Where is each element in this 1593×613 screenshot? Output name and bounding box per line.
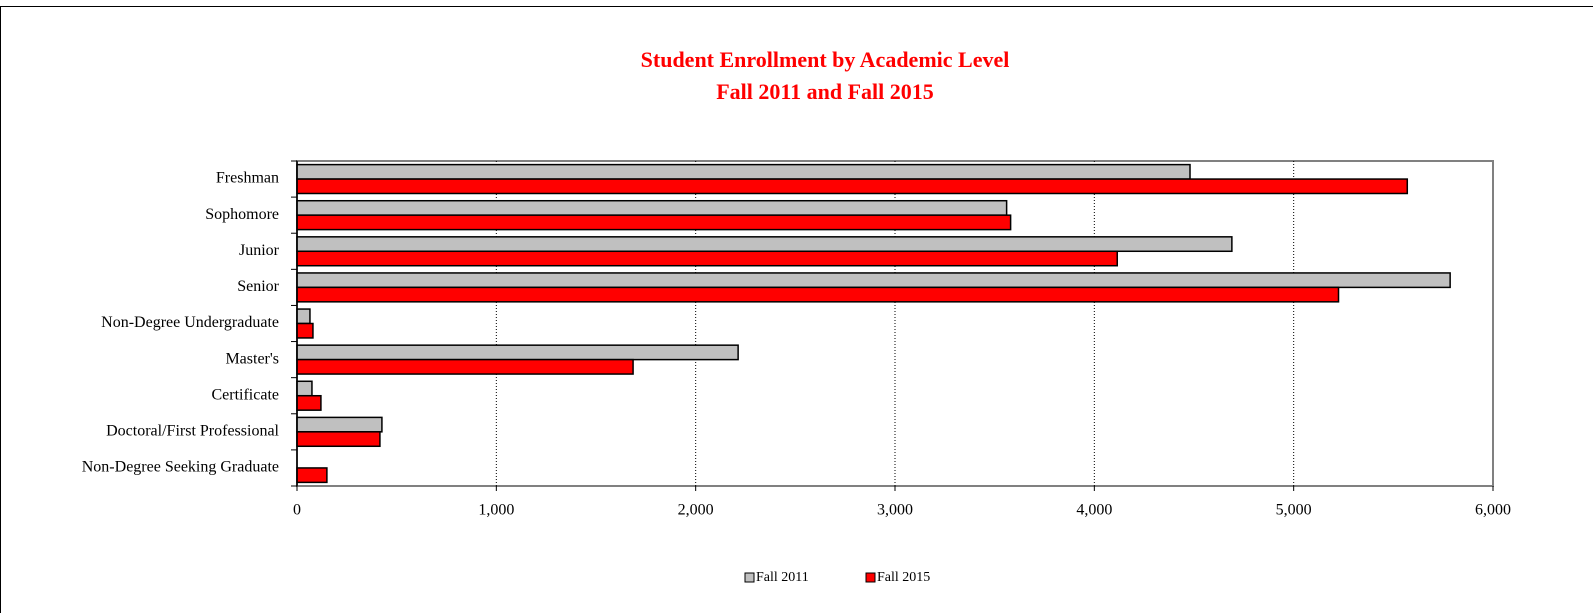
bar bbox=[296, 431, 381, 448]
x-tick-label: 5,000 bbox=[1276, 502, 1312, 519]
bar bbox=[296, 344, 739, 361]
y-tick-label: Non-Degree Undergraduate bbox=[101, 314, 279, 331]
x-tick-label: 3,000 bbox=[877, 502, 913, 519]
x-tick-label: 1,000 bbox=[478, 502, 514, 519]
bar bbox=[296, 308, 311, 325]
bar bbox=[296, 214, 1012, 231]
bar bbox=[296, 178, 1409, 195]
bar bbox=[296, 322, 314, 339]
bar bbox=[296, 236, 1233, 253]
chart-title: Student Enrollment by Academic Level bbox=[641, 47, 1010, 72]
x-tick-label: 4,000 bbox=[1076, 502, 1112, 519]
bar bbox=[296, 199, 1008, 216]
bar bbox=[296, 467, 328, 484]
y-tick-label: Master's bbox=[225, 350, 279, 367]
chart-subtitle: Fall 2011 and Fall 2015 bbox=[716, 79, 934, 104]
legend-label: Fall 2011 bbox=[756, 570, 809, 585]
y-tick-label: Freshman bbox=[216, 170, 279, 187]
bar bbox=[296, 394, 322, 411]
bar bbox=[296, 163, 1191, 180]
x-tick-label: 2,000 bbox=[678, 502, 714, 519]
y-tick-label: Doctoral/First Professional bbox=[106, 423, 279, 440]
legend-label: Fall 2015 bbox=[877, 570, 930, 585]
x-tick-label: 6,000 bbox=[1475, 502, 1511, 519]
bar bbox=[296, 358, 634, 375]
bar bbox=[296, 286, 1340, 303]
bar bbox=[296, 272, 1451, 289]
y-tick-label: Non-Degree Seeking Graduate bbox=[82, 459, 279, 476]
legend-swatch bbox=[865, 572, 876, 583]
legend-swatch bbox=[744, 572, 755, 583]
y-tick-label: Junior bbox=[239, 242, 280, 259]
x-tick-label: 0 bbox=[293, 502, 301, 519]
y-tick-label: Senior bbox=[237, 278, 279, 295]
y-tick-label: Sophomore bbox=[205, 206, 279, 223]
y-tick-label: Certificate bbox=[211, 386, 279, 403]
bar bbox=[296, 250, 1119, 267]
chart-border bbox=[0, 6, 1593, 613]
bar bbox=[296, 380, 313, 397]
bar bbox=[296, 416, 383, 433]
